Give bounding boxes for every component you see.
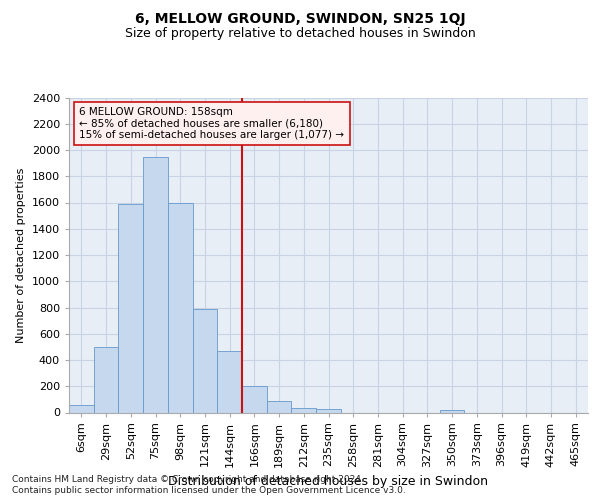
Bar <box>217 351 242 412</box>
Bar <box>242 386 267 412</box>
Bar <box>168 202 193 412</box>
Bar <box>118 204 143 412</box>
Bar <box>267 400 292 412</box>
Bar <box>193 309 217 412</box>
Y-axis label: Number of detached properties: Number of detached properties <box>16 168 26 342</box>
Bar <box>440 410 464 412</box>
Text: Contains HM Land Registry data © Crown copyright and database right 2024.: Contains HM Land Registry data © Crown c… <box>12 475 364 484</box>
X-axis label: Distribution of detached houses by size in Swindon: Distribution of detached houses by size … <box>169 475 488 488</box>
Bar <box>316 409 341 412</box>
Text: 6, MELLOW GROUND, SWINDON, SN25 1QJ: 6, MELLOW GROUND, SWINDON, SN25 1QJ <box>134 12 466 26</box>
Bar <box>69 404 94 412</box>
Bar <box>292 408 316 412</box>
Bar <box>143 156 168 412</box>
Bar <box>94 347 118 412</box>
Text: Contains public sector information licensed under the Open Government Licence v3: Contains public sector information licen… <box>12 486 406 495</box>
Text: Size of property relative to detached houses in Swindon: Size of property relative to detached ho… <box>125 28 475 40</box>
Text: 6 MELLOW GROUND: 158sqm
← 85% of detached houses are smaller (6,180)
15% of semi: 6 MELLOW GROUND: 158sqm ← 85% of detache… <box>79 107 344 140</box>
